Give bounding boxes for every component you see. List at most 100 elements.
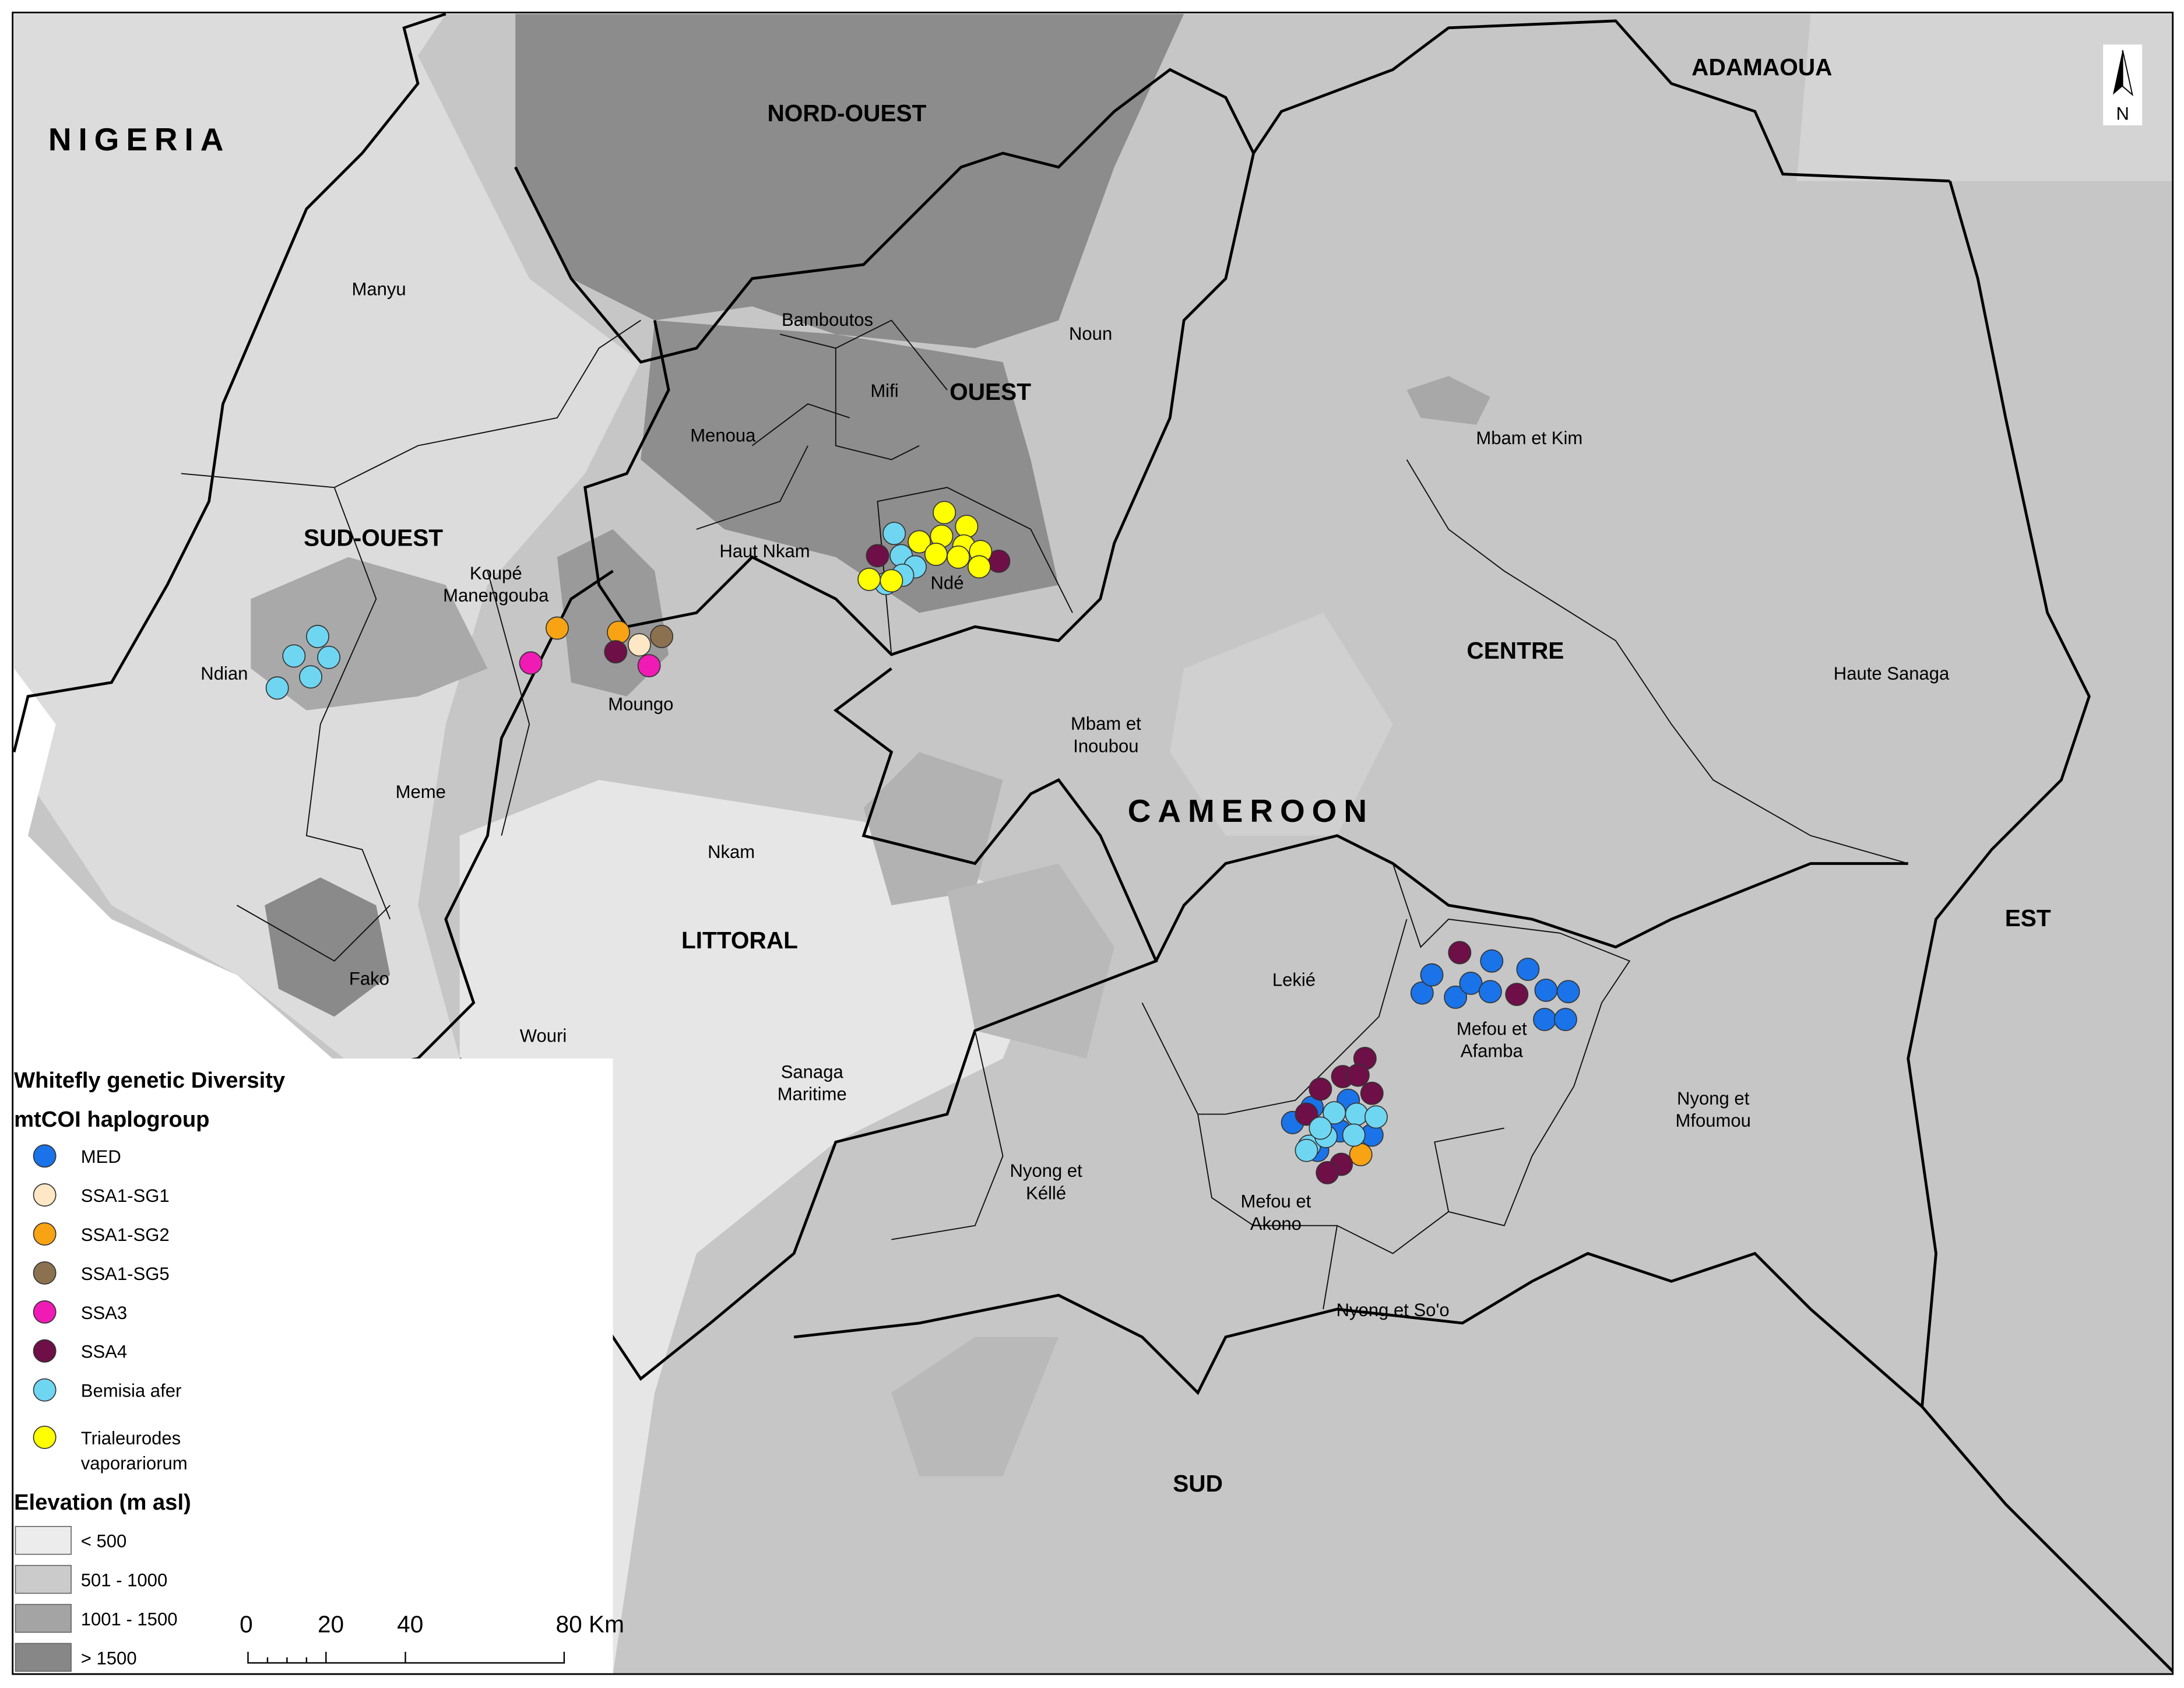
country-label: NIGERIA bbox=[48, 121, 231, 157]
label-line: SSA1-SG2 bbox=[81, 1225, 170, 1245]
label: SSA1-SG1 bbox=[81, 1186, 170, 1206]
region-label: EST bbox=[2005, 905, 2051, 931]
sample-point bbox=[924, 543, 948, 566]
label-line: Mifi bbox=[870, 381, 898, 401]
sample-point bbox=[1309, 1077, 1332, 1101]
label: SSA3 bbox=[81, 1303, 127, 1323]
label: MED bbox=[81, 1147, 121, 1167]
label-line: Bamboutos bbox=[782, 310, 873, 330]
sample-point bbox=[519, 651, 543, 675]
sample-point bbox=[857, 568, 881, 591]
label-line: Bemisia afer bbox=[81, 1381, 182, 1401]
label-line: Kéllé bbox=[1026, 1183, 1066, 1203]
boundaries bbox=[12, 12, 2174, 1673]
label-line: Lekié bbox=[1272, 970, 1316, 990]
label: Ndé bbox=[931, 573, 964, 593]
sample-point bbox=[1480, 949, 1504, 973]
label: Nyong et So'o bbox=[1337, 1300, 1450, 1320]
sample-point bbox=[1553, 1008, 1577, 1032]
label-line: Manyu bbox=[352, 279, 406, 300]
sample-point bbox=[1478, 980, 1502, 1004]
sample-point bbox=[933, 501, 956, 525]
scale-bar: 0 20 40 80 Km bbox=[240, 1610, 624, 1664]
sample-point bbox=[1316, 1160, 1339, 1184]
label: Mbam et Inoubou bbox=[1071, 713, 1141, 756]
label-line: Afamba bbox=[1461, 1041, 1524, 1061]
legend-subtitle: mtCOI haplogroup bbox=[14, 1107, 209, 1132]
sample-point bbox=[968, 555, 991, 579]
label: Bamboutos bbox=[782, 310, 873, 330]
region-labels: NORD-OUEST ADAMAOUA OUEST SUD-OUEST CENT… bbox=[304, 54, 2051, 1497]
legend: Whitefly genetic Diversity mtCOI haplogr… bbox=[0, 1058, 624, 1688]
elevation-label: > 1500 bbox=[81, 1648, 137, 1668]
label-line: Manengouba bbox=[443, 585, 549, 606]
label: Manyu bbox=[352, 279, 406, 300]
label: Ndian bbox=[201, 663, 248, 684]
legend-swatch bbox=[33, 1222, 57, 1246]
sample-point bbox=[604, 640, 628, 664]
elevation-swatch bbox=[15, 1564, 72, 1594]
sample-point bbox=[880, 569, 903, 593]
label-line: Mfoumou bbox=[1675, 1110, 1750, 1131]
legend-swatch bbox=[33, 1183, 57, 1207]
scale-label: 0 bbox=[240, 1610, 253, 1637]
elevation-title: Elevation (m asl) bbox=[14, 1490, 191, 1515]
scale-label: 20 bbox=[318, 1610, 344, 1637]
label-line: Fako bbox=[349, 968, 389, 989]
sample-point bbox=[1346, 1063, 1370, 1087]
label: Haut Nkam bbox=[719, 541, 810, 561]
sample-point bbox=[546, 616, 569, 640]
label: Meme bbox=[396, 782, 446, 802]
label-line: Sanaga bbox=[781, 1061, 844, 1082]
sample-point bbox=[1459, 971, 1483, 995]
label: Lekié bbox=[1272, 970, 1316, 990]
sample-point bbox=[1364, 1105, 1388, 1129]
sample-point bbox=[1295, 1102, 1318, 1126]
label-line: Mefou et bbox=[1240, 1191, 1311, 1212]
sample-point bbox=[607, 620, 631, 644]
sample-point bbox=[1360, 1081, 1384, 1105]
sample-point bbox=[908, 530, 931, 554]
label-line: Haut Nkam bbox=[719, 541, 810, 561]
label: Nyong et Kéllé bbox=[1010, 1160, 1083, 1203]
legend-swatch bbox=[33, 1261, 57, 1285]
label: SSA1-SG5 bbox=[81, 1264, 170, 1284]
sample-point bbox=[955, 515, 979, 539]
label-line: SSA4 bbox=[81, 1342, 127, 1362]
north-label: N bbox=[2116, 103, 2129, 124]
label-line: Nyong et bbox=[1010, 1160, 1083, 1181]
label-line: Menoua bbox=[690, 425, 756, 445]
label: Haute Sanaga bbox=[1834, 663, 1950, 684]
sample-point bbox=[637, 654, 661, 678]
label-line: SSA1-SG1 bbox=[81, 1186, 170, 1206]
label: SSA4 bbox=[81, 1342, 127, 1362]
sample-point bbox=[282, 644, 306, 668]
legend-swatch bbox=[33, 1339, 57, 1363]
region-label: LITTORAL bbox=[681, 927, 798, 954]
label-line: Mbam et bbox=[1071, 713, 1141, 734]
elevation-swatch bbox=[15, 1603, 72, 1633]
label-line: Inoubou bbox=[1073, 736, 1138, 756]
legend-swatch bbox=[33, 1378, 57, 1402]
label-line: Nyong et So'o bbox=[1337, 1300, 1450, 1320]
label-line: SSA3 bbox=[81, 1303, 127, 1323]
scale-label: 80 Km bbox=[556, 1610, 624, 1637]
sample-point bbox=[882, 522, 906, 546]
sample-point bbox=[1556, 980, 1580, 1004]
label: SSA1-SG2 bbox=[81, 1225, 170, 1245]
label: Nkam bbox=[708, 842, 755, 862]
label: Noun bbox=[1069, 323, 1112, 344]
label: Bemisia afer bbox=[81, 1381, 182, 1401]
sample-point bbox=[1309, 1116, 1332, 1140]
sample-point bbox=[1444, 985, 1468, 1009]
sample-point bbox=[265, 676, 289, 700]
department-labels: Manyu Bamboutos Noun Mifi Menoua Haut Nkam Ndé… bbox=[201, 279, 1950, 1320]
country-labels: NIGERIA CAMEROON bbox=[48, 121, 1367, 829]
elevation-label: 1001 - 1500 bbox=[81, 1609, 178, 1629]
elevation-swatch bbox=[15, 1643, 72, 1672]
sample-point bbox=[650, 625, 674, 648]
legend-items: MED SSA1-SG1 SSA1-SG2 SSA1-SG5 SSA3 SSA4 Bemis… bbox=[33, 1144, 188, 1474]
region-label: ADAMAOUA bbox=[1691, 54, 1832, 80]
label: Sanaga Maritime bbox=[778, 1061, 847, 1104]
region-label: OUEST bbox=[949, 378, 1031, 405]
